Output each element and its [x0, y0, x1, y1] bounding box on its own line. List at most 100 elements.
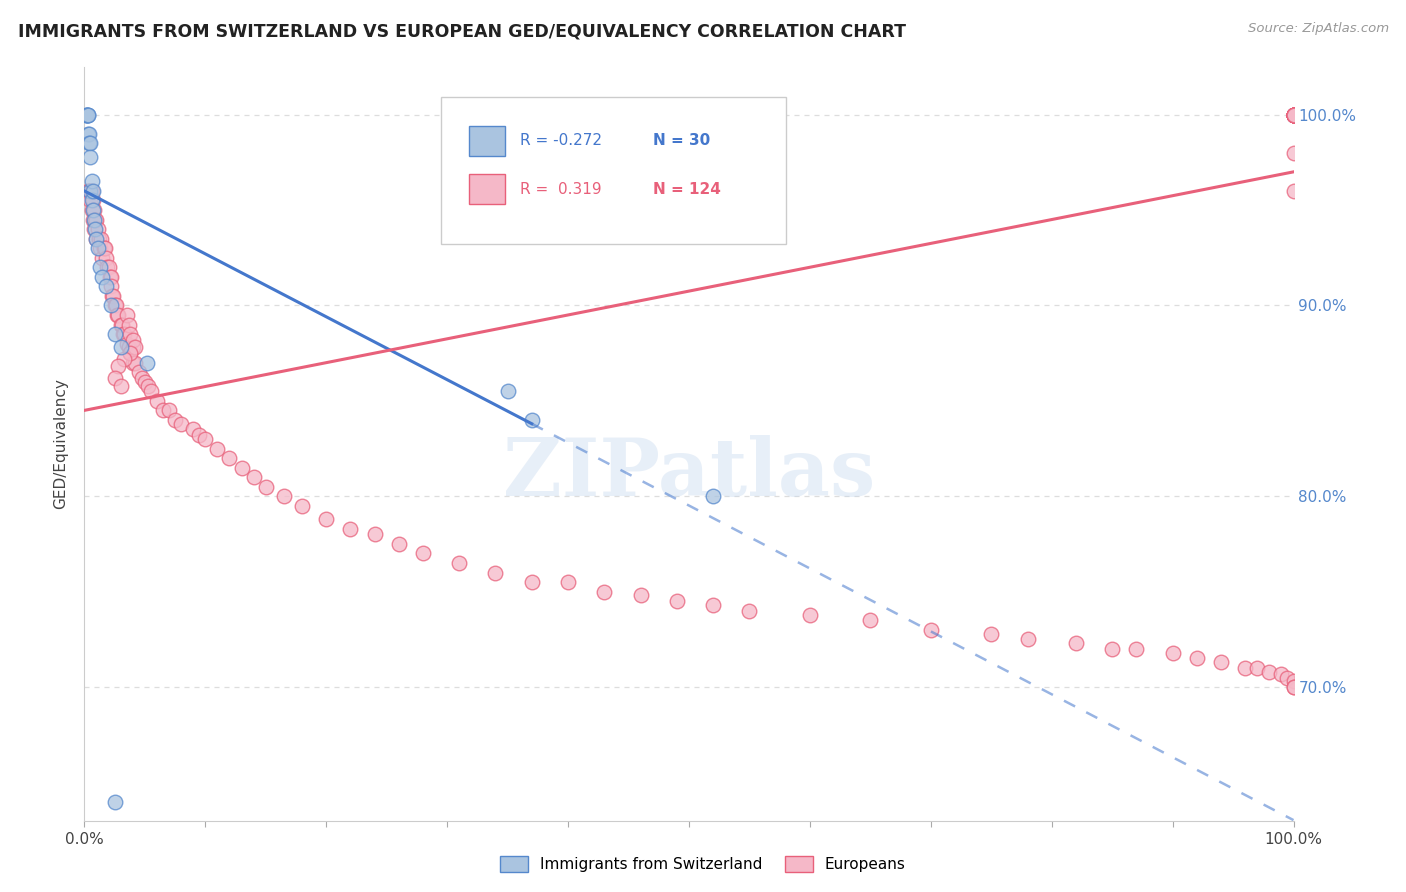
Point — [124, 340, 146, 354]
Point — [112, 326, 135, 341]
Point — [484, 566, 506, 580]
Point — [80, 174, 103, 188]
Point — [79, 194, 101, 208]
Point — [105, 308, 128, 322]
Point — [77, 107, 100, 121]
Point — [859, 613, 882, 627]
Point — [980, 626, 1002, 640]
Point — [181, 422, 204, 436]
Point — [86, 232, 108, 246]
Point — [89, 241, 111, 255]
Point — [1282, 680, 1305, 694]
Point — [242, 470, 264, 484]
Text: ZIPatlas: ZIPatlas — [503, 435, 875, 513]
Text: N = 124: N = 124 — [652, 181, 720, 196]
Point — [121, 356, 143, 370]
Text: R =  0.319: R = 0.319 — [520, 181, 602, 196]
Legend: Immigrants from Switzerland, Europeans: Immigrants from Switzerland, Europeans — [492, 848, 914, 880]
Point — [1101, 641, 1123, 656]
Point — [1282, 107, 1305, 121]
Point — [110, 378, 132, 392]
Point — [593, 584, 616, 599]
Point — [112, 326, 135, 341]
FancyBboxPatch shape — [441, 97, 786, 244]
Point — [101, 289, 124, 303]
Point — [115, 336, 138, 351]
Point — [86, 222, 108, 236]
Point — [1064, 636, 1087, 650]
Point — [84, 222, 107, 236]
FancyBboxPatch shape — [468, 174, 505, 204]
Point — [118, 318, 141, 332]
Point — [77, 127, 100, 141]
Point — [84, 212, 107, 227]
Point — [93, 241, 115, 255]
Point — [1277, 671, 1299, 685]
Point — [152, 403, 174, 417]
Point — [1282, 107, 1305, 121]
Point — [83, 222, 105, 236]
Point — [104, 298, 127, 312]
Point — [1282, 107, 1305, 121]
Point — [1258, 665, 1281, 679]
Point — [1282, 107, 1305, 121]
Point — [702, 598, 724, 612]
Point — [207, 442, 229, 456]
Point — [86, 212, 108, 227]
Point — [82, 202, 104, 217]
Point — [80, 194, 103, 208]
Point — [1282, 107, 1305, 121]
Point — [104, 371, 127, 385]
Point — [1282, 184, 1305, 198]
Point — [83, 212, 105, 227]
Point — [1282, 680, 1305, 694]
Point — [100, 298, 122, 312]
Point — [738, 604, 761, 618]
Point — [107, 359, 129, 374]
Point — [83, 202, 105, 217]
Point — [86, 241, 108, 255]
Point — [94, 241, 117, 255]
Point — [82, 194, 104, 208]
Point — [76, 107, 98, 121]
Point — [98, 269, 121, 284]
Point — [363, 527, 385, 541]
Point — [273, 489, 295, 503]
Point — [103, 289, 125, 303]
Point — [82, 184, 104, 198]
Point — [128, 365, 150, 379]
Point — [139, 384, 162, 399]
Point — [79, 150, 101, 164]
Point — [1161, 646, 1184, 660]
Point — [82, 212, 104, 227]
Point — [1246, 661, 1268, 675]
Point — [136, 356, 159, 370]
Point — [1282, 107, 1305, 121]
Point — [138, 378, 160, 392]
Point — [121, 333, 143, 347]
Point — [87, 232, 110, 246]
Point — [131, 371, 153, 385]
Point — [121, 340, 143, 354]
Point — [520, 575, 543, 590]
Point — [79, 184, 101, 198]
Point — [100, 269, 122, 284]
Point — [94, 279, 117, 293]
Point — [104, 795, 127, 809]
Point — [1282, 107, 1305, 121]
Point — [112, 351, 135, 366]
Point — [1282, 107, 1305, 121]
Point — [76, 107, 98, 121]
Point — [86, 232, 108, 246]
Point — [80, 202, 103, 217]
Point — [702, 489, 724, 503]
Point — [1282, 107, 1305, 121]
Point — [1282, 107, 1305, 121]
Point — [557, 575, 579, 590]
Point — [315, 512, 337, 526]
Point — [146, 393, 169, 408]
Text: N = 30: N = 30 — [652, 133, 710, 147]
Point — [630, 589, 652, 603]
Text: R = -0.272: R = -0.272 — [520, 133, 602, 147]
Point — [1185, 651, 1208, 665]
